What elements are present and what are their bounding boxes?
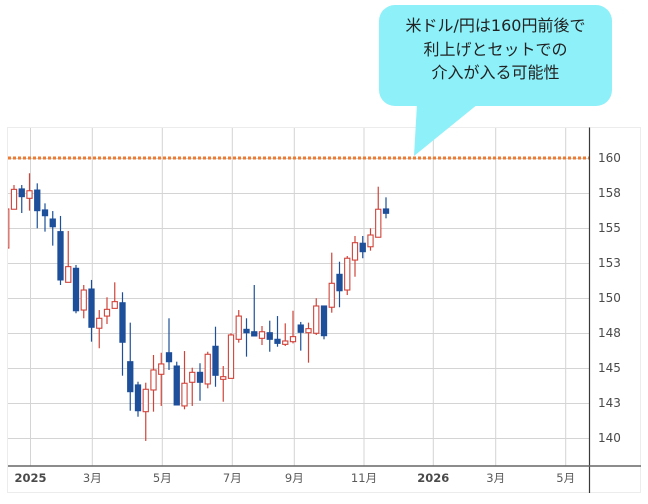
y-tick-label: 158	[598, 186, 621, 200]
candle-down	[34, 183, 41, 229]
candle-down	[88, 279, 95, 342]
candle-down	[382, 197, 390, 219]
candle-up	[142, 382, 149, 441]
candle-up	[351, 235, 359, 277]
x-tick-label: 5月	[556, 471, 576, 485]
candle-up	[235, 310, 242, 343]
x-tick-label: 7月	[222, 471, 242, 485]
candle-down	[274, 316, 281, 347]
callout-tail	[414, 104, 478, 156]
y-tick-label: 160	[598, 151, 621, 165]
candle-up	[111, 282, 118, 309]
candle-up	[258, 326, 266, 346]
gridlines	[8, 128, 589, 466]
candle-down	[336, 261, 343, 308]
x-tick-label: 5月	[152, 471, 172, 485]
candle-up	[344, 256, 351, 296]
candle-up	[227, 333, 235, 379]
candle-up	[158, 352, 165, 406]
candle-down	[127, 322, 134, 411]
x-tick-label: 9月	[284, 471, 304, 485]
x-tick-label: 11月	[350, 471, 378, 485]
candle-up	[204, 351, 211, 389]
candle-down	[41, 203, 49, 232]
candle-down	[266, 320, 273, 352]
callout-line-3: 介入が入る可能性	[431, 63, 560, 82]
candle-up	[65, 230, 72, 283]
y-tick-label: 148	[598, 326, 621, 340]
candle-down	[57, 215, 64, 285]
y-tick-label: 143	[598, 396, 621, 410]
x-tick-label: 2025	[14, 471, 47, 485]
candle-up	[328, 252, 335, 313]
y-tick-label: 150	[598, 291, 621, 305]
candle-up	[305, 322, 312, 363]
candle-up	[96, 310, 103, 349]
callout-line-1: 米ドル/円は160円前後で	[405, 16, 586, 35]
candle-up	[150, 354, 157, 412]
candle-up	[220, 366, 227, 402]
candle-up	[282, 323, 289, 347]
candle-down	[49, 211, 56, 246]
candle-down	[134, 381, 142, 417]
candle-up	[289, 310, 297, 344]
callout-bubble: 米ドル/円は160円前後で 利上げとセットでの 介入が入る可能性	[379, 5, 612, 106]
candle-down	[243, 318, 250, 357]
y-tick-label: 145	[598, 361, 621, 375]
candle-down	[297, 321, 304, 351]
candle-down	[251, 284, 258, 337]
candle-up	[375, 186, 382, 238]
candle-down	[119, 292, 126, 376]
candle-up	[80, 284, 87, 319]
candle-up	[8, 208, 10, 249]
callout-line-2: 利上げとセットでの	[423, 39, 568, 59]
candle-up	[103, 297, 111, 325]
candle-up	[189, 367, 196, 406]
x-tick-label: 2026	[417, 471, 450, 485]
candle-down	[18, 185, 25, 214]
y-tick-label: 155	[598, 221, 621, 235]
candle-down	[165, 318, 173, 370]
candle-down	[173, 361, 180, 406]
candle-down	[72, 264, 80, 314]
candle-down	[359, 235, 366, 259]
candle-up	[367, 228, 374, 251]
y-tick-label: 140	[598, 431, 621, 445]
y-tick-label: 153	[598, 256, 621, 270]
candles	[8, 173, 390, 441]
candle-down	[196, 363, 204, 401]
x-tick-label: 3月	[486, 471, 506, 485]
candle-up	[313, 298, 320, 335]
candle-down	[212, 326, 219, 387]
x-tick-label: 3月	[82, 471, 102, 485]
candle-up	[26, 173, 33, 211]
candle-up	[181, 351, 188, 410]
candle-up	[10, 185, 18, 210]
candle-down	[320, 305, 328, 340]
